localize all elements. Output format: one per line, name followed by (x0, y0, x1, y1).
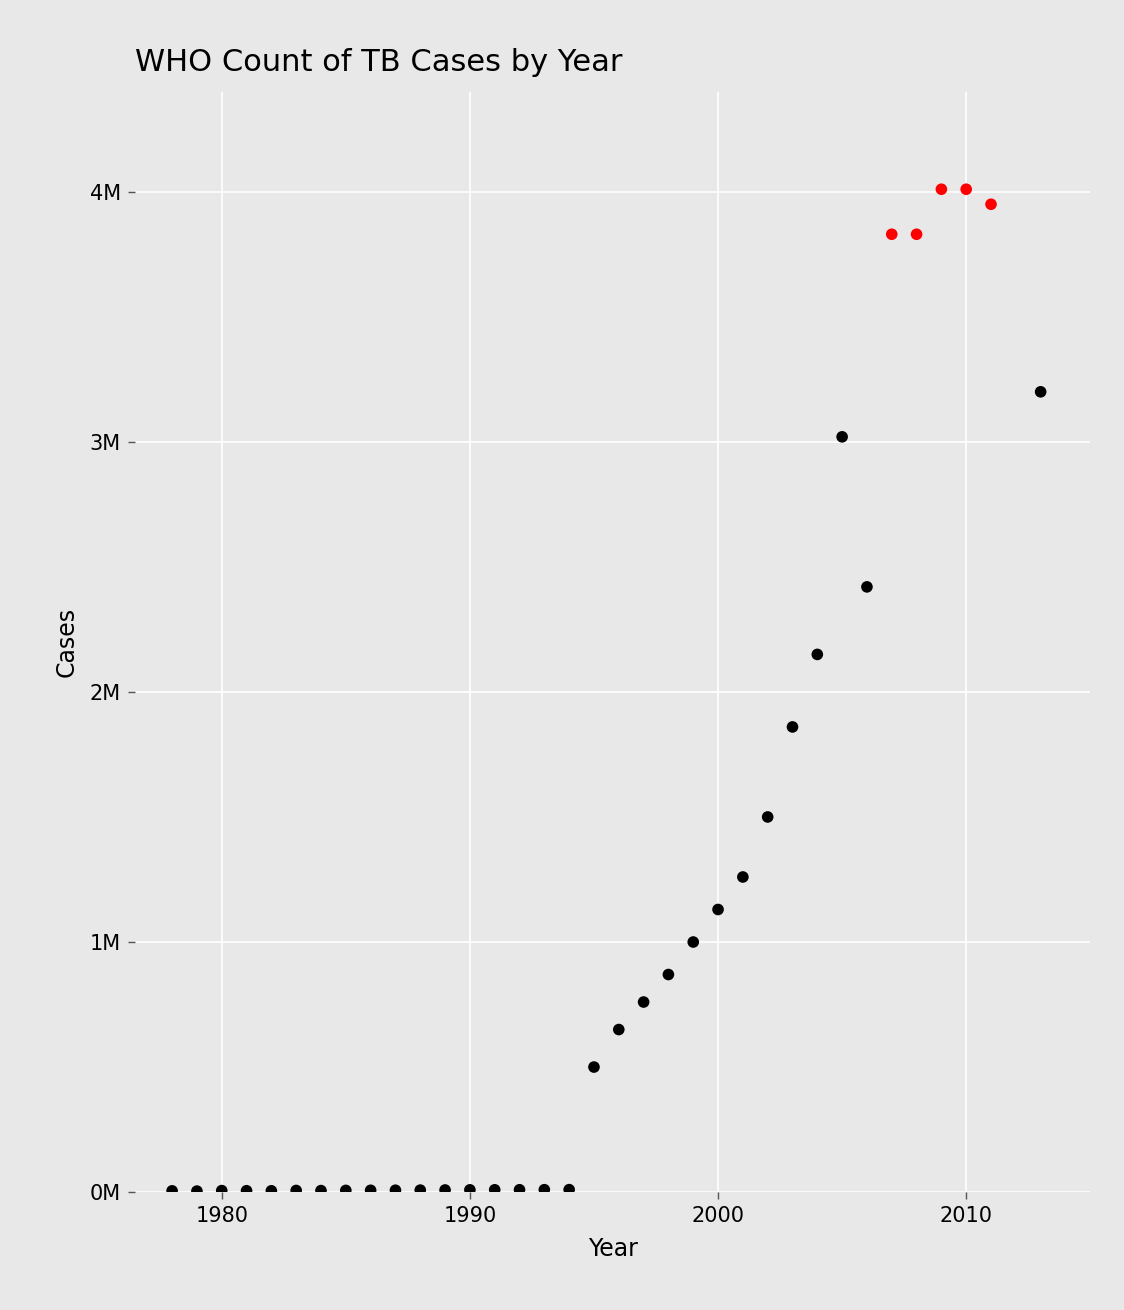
Point (486, 1179, 504, 1200)
Point (833, 426, 851, 447)
Point (759, 807, 777, 828)
Point (237, 1180, 255, 1201)
Point (560, 1179, 578, 1200)
Point (783, 717, 801, 738)
Point (212, 1180, 230, 1201)
Point (982, 194, 1000, 215)
Point (882, 224, 900, 245)
Point (188, 1180, 206, 1201)
Point (635, 992, 653, 1013)
Point (262, 1180, 280, 1201)
Y-axis label: Cases: Cases (55, 607, 79, 677)
Point (461, 1179, 479, 1200)
Point (288, 1180, 306, 1201)
Point (362, 1180, 380, 1201)
X-axis label: Year: Year (588, 1237, 637, 1262)
Text: WHO Count of TB Cases by Year: WHO Count of TB Cases by Year (135, 48, 623, 77)
Point (584, 1057, 602, 1078)
Point (858, 576, 876, 597)
Point (610, 1019, 628, 1040)
Point (660, 964, 678, 985)
Point (685, 931, 702, 952)
Point (436, 1179, 454, 1200)
Point (163, 1180, 181, 1201)
Point (907, 224, 925, 245)
Point (808, 645, 826, 665)
Point (958, 178, 976, 199)
Point (1032, 381, 1050, 402)
Point (535, 1179, 553, 1200)
Point (387, 1180, 405, 1201)
Point (411, 1179, 429, 1200)
Point (312, 1180, 330, 1201)
Point (709, 899, 727, 920)
Point (734, 866, 752, 887)
Point (337, 1180, 355, 1201)
Point (933, 178, 951, 199)
Point (510, 1179, 528, 1200)
